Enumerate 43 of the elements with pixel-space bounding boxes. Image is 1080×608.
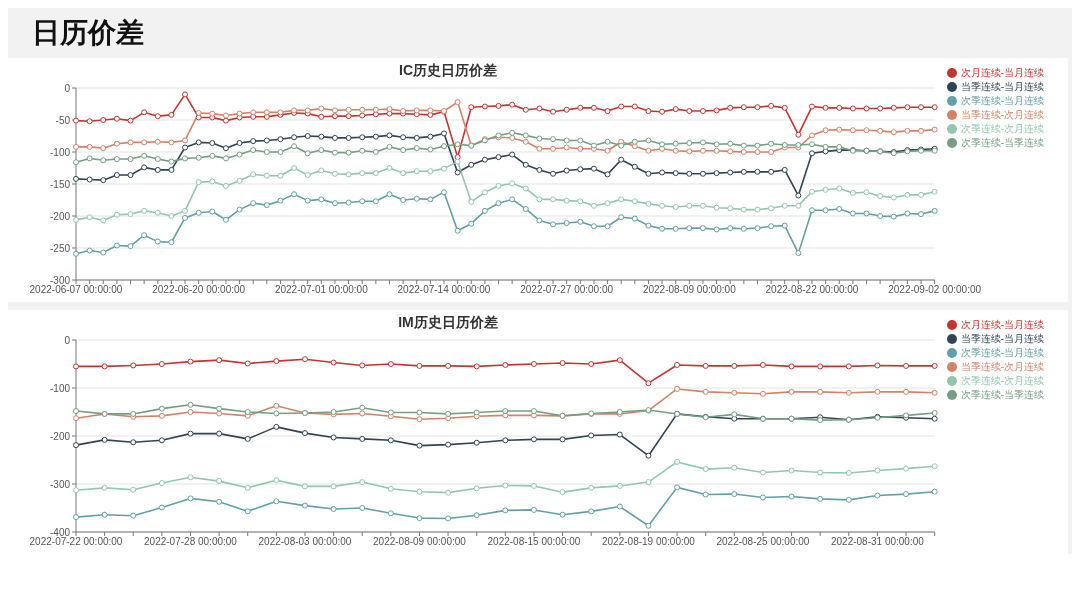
x-tick-label: 2022-07-27 00:00:00 bbox=[520, 284, 614, 296]
legend-label: 次月连续-当月连续 bbox=[960, 319, 1044, 330]
legend-label: 当季连续-次月连续 bbox=[960, 361, 1044, 372]
x-tick-label: 2022-06-07 00:00:00 bbox=[29, 284, 123, 296]
x-tick-label: 2022-08-19 00:00:00 bbox=[602, 536, 696, 548]
legend-label: 次月连续-当月连续 bbox=[960, 67, 1044, 78]
y-tick-label: -200 bbox=[49, 430, 71, 442]
text: 日历价差 bbox=[31, 16, 145, 50]
legend-label: 当季连续-当月连续 bbox=[960, 81, 1044, 92]
x-tick-label: 2022-07-14 00:00:00 bbox=[397, 284, 491, 296]
x-tick-label: 2022-08-09 00:00:00 bbox=[642, 284, 737, 296]
y-tick-label: -200 bbox=[49, 210, 71, 222]
legend-label: 次季连续-次月连续 bbox=[960, 123, 1044, 134]
x-tick-label: 2022-07-01 00:00:00 bbox=[274, 284, 369, 296]
y-tick-label: -400 bbox=[49, 526, 71, 538]
y-tick-label: 0 bbox=[64, 82, 71, 94]
legend-label: 次季连续-次月连续 bbox=[960, 375, 1044, 386]
x-tick-label: 2022-07-22 00:00:00 bbox=[29, 536, 123, 548]
chart-title: IC历史日历价差 bbox=[398, 61, 498, 80]
x-tick-label: 2022-09-02 00:00:00 bbox=[888, 284, 982, 296]
x-tick-label: 2022-08-03 00:00:00 bbox=[258, 536, 352, 548]
y-tick-label: -100 bbox=[49, 146, 71, 158]
x-tick-label: 2022-08-25 00:00:00 bbox=[716, 536, 810, 548]
legend-label: 当季连续-当月连续 bbox=[960, 333, 1044, 344]
legend-label: 次季连续-当月连续 bbox=[960, 95, 1044, 106]
x-tick-label: 2022-07-28 00:00:00 bbox=[144, 536, 238, 548]
x-tick-label: 2022-06-20 00:00:00 bbox=[152, 284, 246, 296]
legend-label: 当季连续-次月连续 bbox=[960, 109, 1044, 120]
x-tick-label: 2022-08-22 00:00:00 bbox=[765, 284, 859, 296]
y-tick-label: -50 bbox=[55, 114, 71, 126]
x-tick-label: 2022-08-09 00:00:00 bbox=[373, 536, 467, 548]
legend-label: 次季连续-当月连续 bbox=[960, 347, 1044, 358]
chart-title: IM历史日历价差 bbox=[397, 313, 499, 332]
legend-label: 次季连续-当季连续 bbox=[960, 137, 1044, 148]
x-tick-label: 2022-08-15 00:00:00 bbox=[487, 536, 581, 548]
x-tick-label: 2022-08-31 00:00:00 bbox=[830, 536, 925, 548]
y-tick-label: 0 bbox=[64, 334, 71, 346]
y-tick-label: -150 bbox=[49, 178, 71, 190]
y-tick-label: -100 bbox=[49, 382, 71, 394]
legend-label: 次季连续-当季连续 bbox=[960, 389, 1044, 400]
y-tick-label: -300 bbox=[49, 478, 71, 490]
y-tick-label: -300 bbox=[49, 274, 71, 286]
y-tick-label: -250 bbox=[49, 242, 71, 254]
